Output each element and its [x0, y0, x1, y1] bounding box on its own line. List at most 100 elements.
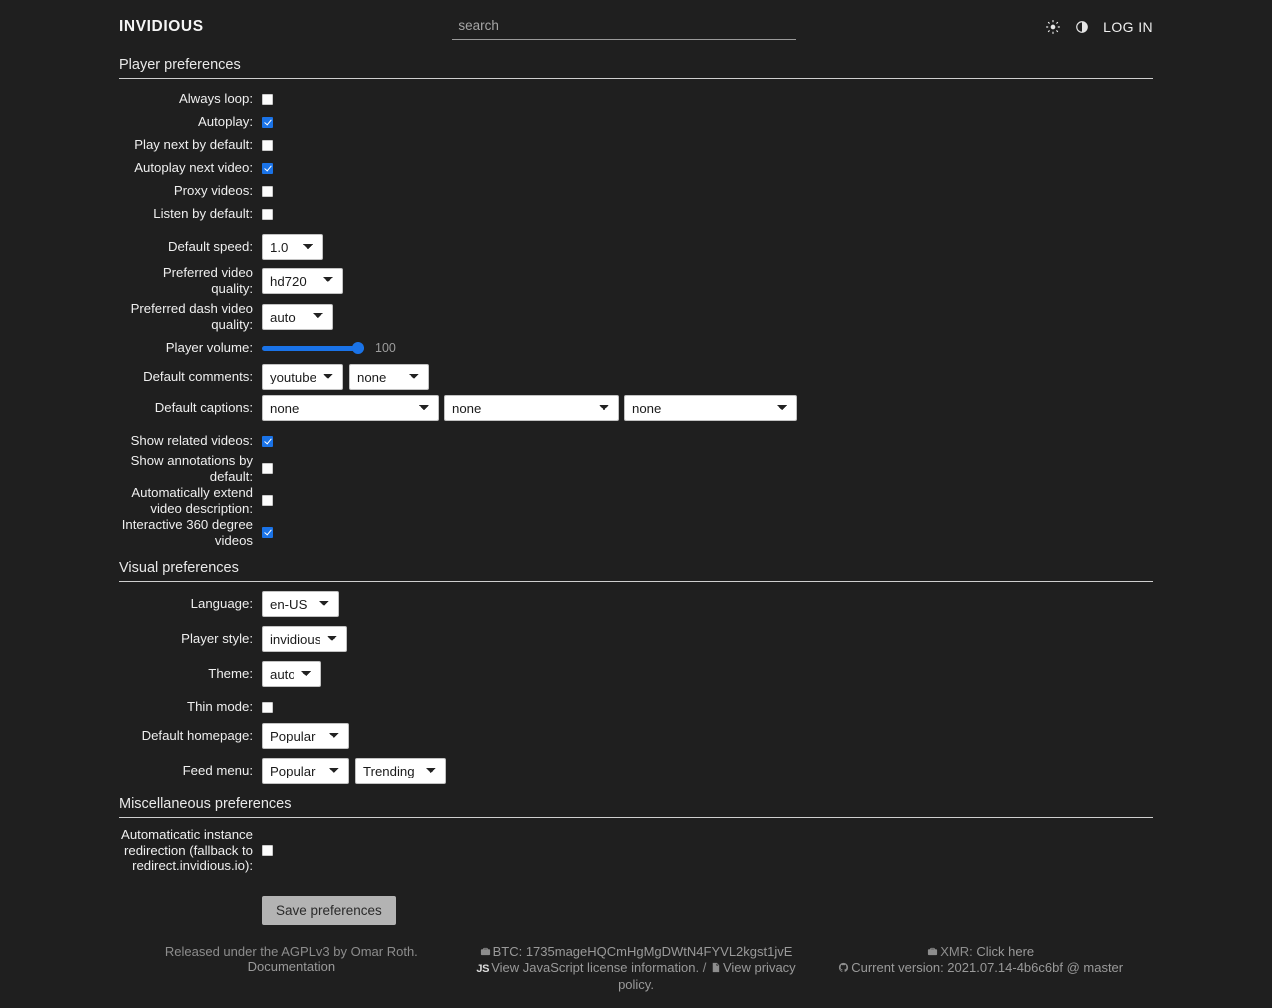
label-autoplay: Autoplay: [198, 114, 253, 130]
select-player-style[interactable]: invidious [262, 626, 347, 652]
row-listen-default: Listen by default: [119, 203, 1153, 225]
field-default-homepage: Popular [262, 723, 1153, 749]
checkbox-autoplay-next[interactable] [262, 162, 273, 174]
label-theme: Theme: [208, 666, 253, 682]
search-input[interactable] [452, 14, 797, 40]
briefcase-icon [927, 945, 938, 960]
footer-version-line: Current version: 2021.07.14-4b6c6bf @ ma… [808, 960, 1153, 976]
label-play-next: Play next by default: [134, 137, 253, 153]
label-player-style: Player style: [181, 631, 253, 647]
row-always-loop: Always loop: [119, 88, 1153, 110]
checkbox-auto-redirect[interactable] [262, 844, 273, 856]
label-player-volume: Player volume: [165, 340, 253, 356]
github-icon [838, 961, 849, 976]
sun-icon[interactable] [1045, 19, 1061, 35]
footer-xmr-line: XMR: Click here [808, 944, 1153, 960]
row-extend-description: Automatically extend video description: [119, 485, 1153, 516]
document-icon [710, 961, 721, 976]
select-feed-menu-primary[interactable]: Popular [262, 758, 349, 784]
volume-value: 100 [375, 341, 396, 355]
field-listen-default [262, 208, 1153, 220]
label-listen-default: Listen by default: [153, 206, 253, 222]
footer-btc-link[interactable]: BTC: 1735mageHQCmHgMgDWtN4FYVL2kgst1jvE [492, 944, 793, 959]
field-default-captions: none none none [262, 395, 1153, 421]
section-title-player: Player preferences [119, 54, 1153, 79]
row-show-related: Show related videos: [119, 430, 1153, 452]
field-thin-mode [262, 701, 1153, 713]
select-theme[interactable]: auto [262, 661, 321, 687]
footer-xmr-link[interactable]: Click here [976, 944, 1035, 959]
row-default-speed: Default speed: 1.0 [119, 234, 1153, 260]
row-theme: Theme: auto [119, 661, 1153, 687]
checkbox-listen-default[interactable] [262, 208, 273, 220]
field-interactive-360 [262, 527, 1153, 538]
checkbox-play-next[interactable] [262, 139, 273, 151]
row-proxy-videos: Proxy videos: [119, 180, 1153, 202]
select-default-homepage[interactable]: Popular [262, 723, 349, 749]
select-language[interactable]: en-US [262, 591, 339, 617]
select-feed-menu-secondary[interactable]: Trending [355, 758, 446, 784]
checkbox-show-related[interactable] [262, 435, 273, 447]
row-interactive-360: Interactive 360 degree videos [119, 517, 1153, 548]
slider-player-volume[interactable] [262, 342, 364, 354]
footer-separator: / [702, 960, 707, 975]
search-container [204, 14, 1046, 40]
checkbox-always-loop[interactable] [262, 93, 273, 105]
checkbox-interactive-360[interactable] [262, 527, 273, 538]
select-preferred-dash[interactable]: auto [262, 303, 333, 330]
field-preferred-quality: hd720 [262, 267, 1153, 294]
field-play-next [262, 139, 1153, 151]
footer-documentation-link[interactable]: Documentation [247, 959, 336, 974]
row-feed-menu: Feed menu: Popular Trending [119, 758, 1153, 784]
row-default-captions: Default captions: none none none [119, 395, 1153, 421]
select-captions-secondary[interactable]: none [444, 395, 619, 421]
contrast-icon[interactable] [1074, 19, 1090, 35]
label-preferred-dash: Preferred dash video quality: [130, 301, 253, 332]
javascript-icon: JS [476, 963, 490, 975]
label-default-comments: Default comments: [143, 369, 253, 385]
select-preferred-quality[interactable]: hd720 [262, 267, 343, 294]
field-theme: auto [262, 661, 1153, 687]
field-autoplay-next [262, 162, 1153, 174]
checkbox-autoplay[interactable] [262, 116, 273, 128]
field-proxy-videos [262, 185, 1153, 197]
footer-js-license-link[interactable]: View JavaScript license information. [491, 960, 700, 975]
navbar: INVIDIOUS [0, 0, 1272, 54]
row-player-style: Player style: invidious [119, 626, 1153, 652]
select-captions-primary[interactable]: none [262, 395, 439, 421]
field-extend-description [262, 495, 1153, 506]
preferences-form: Player preferences Always loop: Autoplay… [0, 54, 1272, 925]
label-show-related: Show related videos: [130, 433, 253, 449]
row-autoplay-next: Autoplay next video: [119, 157, 1153, 179]
footer-center: BTC: 1735mageHQCmHgMgDWtN4FYVL2kgst1jvE … [464, 944, 809, 992]
checkbox-thin-mode[interactable] [262, 701, 273, 713]
save-preferences-button[interactable]: Save preferences [262, 895, 396, 925]
checkbox-show-annotations[interactable] [262, 463, 273, 474]
label-default-captions: Default captions: [154, 400, 253, 416]
briefcase-icon [480, 945, 491, 960]
select-default-comments-secondary[interactable]: none [349, 364, 429, 390]
field-default-comments: youtube none [262, 364, 1153, 390]
brand-logo[interactable]: INVIDIOUS [119, 18, 204, 35]
checkbox-extend-description[interactable] [262, 495, 273, 506]
row-preferred-quality: Preferred video quality: hd720 [119, 265, 1153, 296]
field-autoplay [262, 116, 1153, 128]
footer: Released under the AGPLv3 by Omar Roth. … [0, 944, 1272, 992]
label-autoplay-next: Autoplay next video: [134, 160, 253, 176]
footer-version-link[interactable]: Current version: 2021.07.14-4b6c6bf @ ma… [851, 960, 1124, 975]
select-default-speed[interactable]: 1.0 [262, 234, 323, 260]
row-auto-redirect: Automaticatic instance redirection (fall… [119, 827, 1153, 874]
footer-license-text: Released under the AGPLv3 by Omar Roth. [164, 944, 418, 959]
volume-slider-group: 100 [262, 341, 396, 355]
field-show-annotations [262, 463, 1153, 474]
label-feed-menu: Feed menu: [182, 763, 253, 779]
select-default-comments-primary[interactable]: youtube [262, 364, 343, 390]
row-default-comments: Default comments: youtube none [119, 364, 1153, 390]
label-default-speed: Default speed: [167, 239, 253, 255]
field-language: en-US [262, 591, 1153, 617]
checkbox-proxy-videos[interactable] [262, 185, 273, 197]
login-button[interactable]: LOG IN [1103, 19, 1153, 35]
footer-privacy-link[interactable]: View privacy policy. [618, 960, 796, 992]
select-captions-tertiary[interactable]: none [624, 395, 797, 421]
